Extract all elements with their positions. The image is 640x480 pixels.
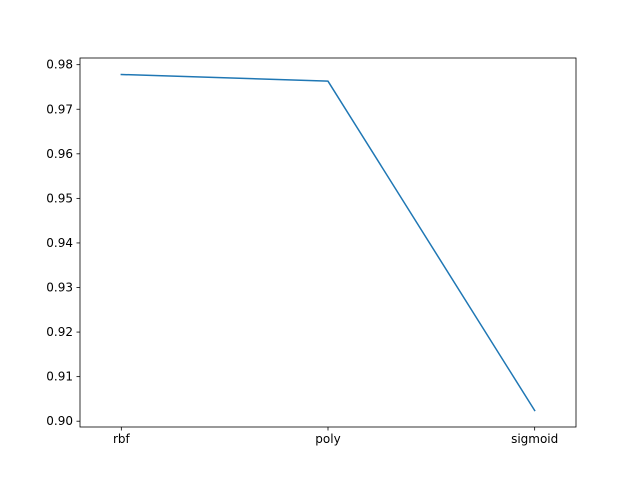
y-tick-label: 0.93 xyxy=(46,281,73,295)
y-tick-label: 0.94 xyxy=(46,236,73,250)
x-tick-label-sigmoid: sigmoid xyxy=(511,432,558,446)
y-tick-label: 0.92 xyxy=(46,325,73,339)
y-tick-label: 0.96 xyxy=(46,147,73,161)
y-tick-label: 0.90 xyxy=(46,414,73,428)
y-tick-label: 0.91 xyxy=(46,370,73,384)
y-tick-label: 0.95 xyxy=(46,191,73,205)
y-tick-label: 0.98 xyxy=(46,58,73,72)
x-tick-label-poly: poly xyxy=(315,432,340,446)
x-tick-label-rbf: rbf xyxy=(113,432,131,446)
y-tick-label: 0.97 xyxy=(46,102,73,116)
